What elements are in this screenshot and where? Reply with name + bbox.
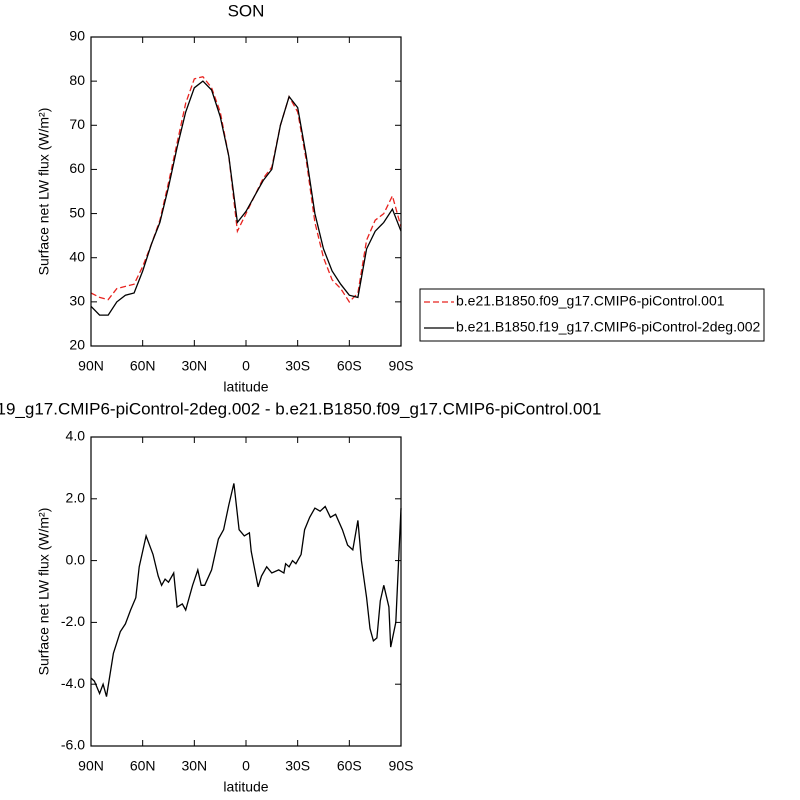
x-axis-label: latitude bbox=[223, 779, 268, 795]
x-tick-label: 90N bbox=[78, 358, 104, 374]
plot-frame bbox=[90, 36, 402, 347]
y-tick-label: 20 bbox=[69, 337, 85, 353]
y-tick-label: 60 bbox=[69, 160, 85, 176]
y-tick-label: 2.0 bbox=[66, 490, 86, 506]
y-tick-label: -6.0 bbox=[61, 737, 85, 753]
y-tick-label: 80 bbox=[69, 72, 85, 88]
x-tick-label: 60N bbox=[130, 358, 156, 374]
x-tick-label: 30S bbox=[285, 758, 310, 774]
x-tick-label: 30S bbox=[285, 358, 310, 374]
data-line bbox=[90, 80, 402, 316]
x-tick-label: 60S bbox=[337, 758, 362, 774]
y-tick-label: -4.0 bbox=[61, 675, 85, 691]
y-axis-label: Surface net LW flux (W/m²) bbox=[36, 508, 52, 676]
chart-title: SON bbox=[228, 1, 265, 20]
y-tick-label: 0.0 bbox=[66, 551, 86, 567]
y-tick-label: 4.0 bbox=[66, 428, 86, 444]
x-axis-label: latitude bbox=[223, 379, 268, 395]
y-tick-label: 70 bbox=[69, 116, 85, 132]
x-tick-label: 0 bbox=[242, 758, 250, 774]
y-tick-label: 90 bbox=[69, 28, 85, 44]
y-tick-label: -2.0 bbox=[61, 613, 85, 629]
data-line bbox=[90, 483, 402, 697]
y-axis-label: Surface net LW flux (W/m²) bbox=[36, 108, 52, 276]
data-line bbox=[90, 75, 402, 303]
legend-label: b.e21.B1850.f19_g17.CMIP6-piControl-2deg… bbox=[456, 319, 761, 335]
chart-title: b.e21.B1850.f19_g17.CMIP6-piControl-2deg… bbox=[0, 399, 601, 418]
x-tick-label: 30N bbox=[181, 758, 207, 774]
x-tick-label: 60N bbox=[130, 758, 156, 774]
plot-frame bbox=[90, 436, 402, 747]
x-tick-label: 30N bbox=[181, 358, 207, 374]
x-tick-label: 90S bbox=[389, 358, 414, 374]
y-tick-label: 50 bbox=[69, 204, 85, 220]
x-tick-label: 0 bbox=[242, 358, 250, 374]
y-tick-label: 30 bbox=[69, 293, 85, 309]
x-tick-label: 90S bbox=[389, 758, 414, 774]
x-tick-label: 90N bbox=[78, 758, 104, 774]
legend-label: b.e21.B1850.f09_g17.CMIP6-piControl.001 bbox=[456, 293, 725, 309]
y-tick-label: 40 bbox=[69, 248, 85, 264]
legend-box bbox=[419, 288, 765, 342]
x-tick-label: 60S bbox=[337, 358, 362, 374]
